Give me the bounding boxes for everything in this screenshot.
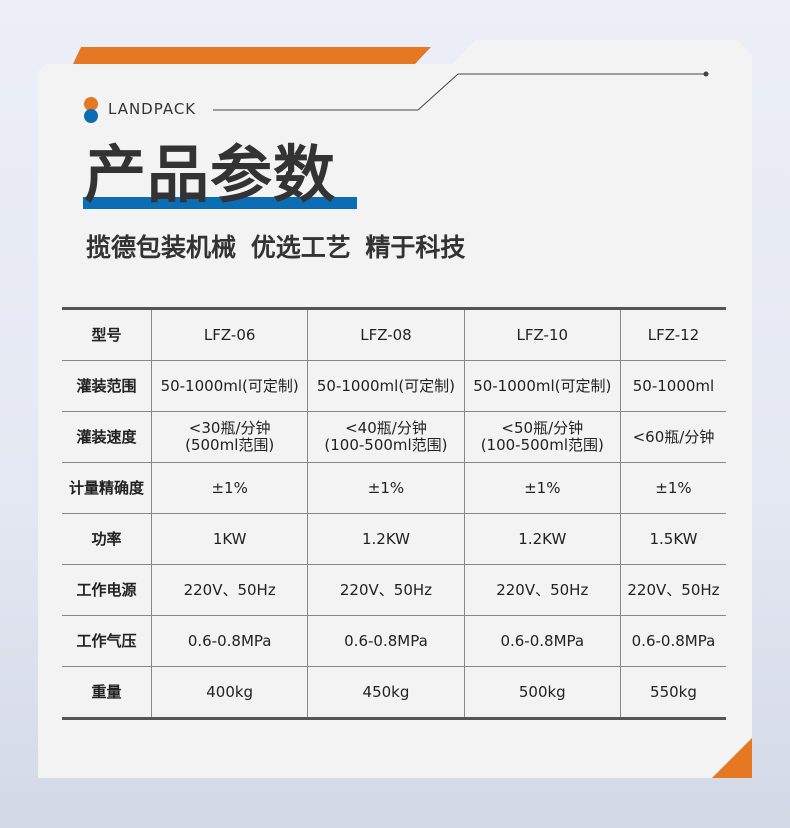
cell-value: 50-1000ml(可定制)	[160, 376, 299, 395]
table-cell: <60瓶/分钟	[619, 411, 726, 463]
table-cell: LFZ-06	[150, 308, 308, 361]
cell-note: (100-500ml范围)	[324, 436, 448, 454]
table-cell: <30瓶/分钟 (500ml范围)	[150, 411, 308, 463]
cell-value: LFZ-12	[647, 325, 700, 344]
cell-value: ±1%	[367, 478, 405, 497]
table-cell: 220V、50Hz	[619, 564, 726, 616]
table-cell: 400kg	[150, 666, 308, 719]
subtitle: 揽德包装机械 优选工艺 精于科技	[86, 233, 466, 262]
cell-value: <40瓶/分钟	[345, 419, 427, 437]
cell-value: <50瓶/分钟	[501, 419, 584, 437]
row-label: 工作气压	[62, 615, 152, 667]
cell-value: 1.2KW	[518, 529, 567, 548]
table-cell: 0.6-0.8MPa	[463, 615, 621, 667]
table-row: 型号 LFZ-06 LFZ-08 LFZ-10 LFZ-12	[62, 308, 726, 361]
row-label: 型号	[62, 308, 152, 361]
cell-value: 50-1000ml(可定制)	[316, 376, 456, 395]
table-cell: 220V、50Hz	[150, 564, 308, 616]
title-underline	[83, 197, 357, 209]
table-row: 工作电源 220V、50Hz 220V、50Hz 220V、50Hz 220V、50Hz	[62, 564, 726, 616]
row-label: 工作电源	[62, 564, 152, 616]
cell-value: LFZ-10	[516, 325, 569, 344]
table-cell: 1.5KW	[619, 513, 726, 565]
cell-value: 220V、50Hz	[496, 580, 589, 599]
table-cell: 0.6-0.8MPa	[150, 615, 308, 667]
table-cell: 450kg	[307, 666, 465, 719]
table-cell: LFZ-10	[463, 308, 621, 361]
cell-value: ±1%	[211, 478, 248, 497]
brand-name: LANDPACK	[108, 100, 197, 118]
cell-value: 50-1000ml(可定制)	[473, 376, 612, 395]
table-cell: 50-1000ml(可定制)	[150, 360, 308, 412]
spec-table: 型号 LFZ-06 LFZ-08 LFZ-10 LFZ-12 灌装范围 50-1000ml(…	[62, 307, 726, 720]
row-label: 灌装范围	[62, 360, 152, 412]
cell-note: (100-500ml范围)	[480, 436, 604, 454]
table-cell: 1.2KW	[463, 513, 621, 565]
row-label: 重量	[91, 682, 122, 701]
cell-value: 1.5KW	[649, 529, 698, 548]
table-row: 灌装速度 <30瓶/分钟 (500ml范围) <40瓶/分钟 (100-500ml范围)…	[62, 411, 726, 463]
cell-value: 220V、50Hz	[339, 580, 433, 599]
cell-value: ±1%	[655, 478, 692, 497]
table-cell: 0.6-0.8MPa	[307, 615, 465, 667]
table-cell: 50-1000ml(可定制)	[463, 360, 621, 412]
table-row: 计量精确度 ±1% ±1% ±1% ±1%	[62, 462, 726, 514]
table-cell: 50-1000ml(可定制)	[307, 360, 465, 412]
table-cell: <40瓶/分钟 (100-500ml范围)	[307, 411, 465, 463]
cell-value: LFZ-06	[203, 325, 256, 344]
table-cell: 220V、50Hz	[307, 564, 465, 616]
cell-value: 220V、50Hz	[627, 580, 720, 599]
row-label: 灌装速度	[62, 411, 152, 463]
table-cell: ±1%	[150, 462, 308, 514]
table-cell: 50-1000ml	[619, 360, 726, 412]
cell-value: 0.6-0.8MPa	[500, 631, 585, 650]
page-title: 产品参数	[84, 138, 337, 211]
cell-note: (500ml范围)	[185, 436, 275, 454]
table-cell: <50瓶/分钟 (100-500ml范围)	[463, 411, 621, 463]
cell-value: 1KW	[212, 529, 247, 548]
row-label: 功率	[62, 513, 152, 565]
cell-value: 50-1000ml	[632, 376, 715, 395]
table-cell: LFZ-08	[307, 308, 465, 361]
cell-value: 400kg	[206, 682, 254, 701]
cell-value: <60瓶/分钟	[632, 427, 715, 446]
row-label: 计量精确度	[62, 462, 152, 514]
orange-accent-bar	[73, 47, 431, 64]
cell-value: <30瓶/分钟	[188, 419, 271, 437]
cell-value: 500kg	[518, 682, 566, 701]
cell-value: ±1%	[524, 478, 561, 497]
table-cell: ±1%	[463, 462, 621, 514]
table-cell: 500kg	[463, 666, 621, 719]
cell-value: 0.6-0.8MPa	[631, 631, 716, 650]
logo-blue-dot-icon	[84, 109, 98, 123]
cell-value: 550kg	[650, 682, 697, 701]
table-cell: 220V、50Hz	[463, 564, 621, 616]
table-row: 工作气压 0.6-0.8MPa 0.6-0.8MPa 0.6-0.8MPa 0.6-0.…	[62, 615, 726, 667]
table-row: 功率 1KW 1.2KW 1.2KW 1.5KW	[62, 513, 726, 565]
table-cell: 0.6-0.8MPa	[619, 615, 726, 667]
cell-value: 0.6-0.8MPa	[187, 631, 272, 650]
cell-value: 450kg	[362, 682, 410, 701]
cell-value: 220V、50Hz	[183, 580, 276, 599]
table-row: 重量 400kg 450kg 500kg 550kg	[62, 666, 726, 719]
logo-orange-dot-icon	[84, 97, 98, 111]
table-cell: ±1%	[619, 462, 726, 514]
table-row: 灌装范围 50-1000ml(可定制) 50-1000ml(可定制) 50-1000m…	[62, 360, 726, 412]
table-cell: LFZ-12	[619, 308, 726, 361]
cell-value: LFZ-08	[360, 325, 412, 344]
cell-value: 1.2KW	[361, 529, 410, 548]
table-cell: 1.2KW	[307, 513, 465, 565]
cell-value: 0.6-0.8MPa	[344, 631, 428, 650]
table-cell: 1KW	[150, 513, 308, 565]
table-cell: 550kg	[619, 666, 726, 719]
table-cell: ±1%	[307, 462, 465, 514]
